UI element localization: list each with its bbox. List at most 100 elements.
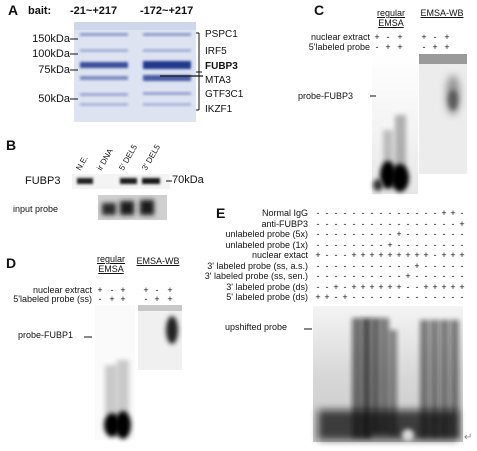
e-row-label: Normal IgG	[261, 208, 308, 218]
d-group-emsa-wb: EMSA-WB	[136, 256, 180, 266]
e-lane-symbol: -	[370, 260, 374, 271]
e-lane-symbol: -	[415, 208, 419, 218]
e-lane-symbol: -	[442, 260, 446, 271]
bait-label: bait:	[28, 5, 52, 17]
e-lane-symbol: -	[343, 281, 347, 292]
protein-ikzf1: IKZF1	[205, 104, 233, 115]
return-mark: ↵	[464, 432, 473, 443]
e-lane-symbol: -	[406, 218, 410, 229]
marker-100: 100kDa	[32, 48, 70, 60]
e-lane-symbol: -	[460, 271, 464, 281]
e-lane-symbol: -	[325, 271, 329, 281]
e-lane-symbol: -	[415, 271, 419, 281]
d-lane-symbol: -	[144, 294, 148, 304]
e-row-label: 3' labeled probe (ss, a.s.)	[207, 260, 308, 271]
e-lane-symbol: +	[414, 250, 420, 260]
d-lane-symbol: -	[155, 285, 159, 295]
e-lane-symbol: -	[334, 260, 338, 271]
e-lane-symbol: -	[352, 229, 356, 239]
e-lane-symbol: -	[379, 208, 383, 218]
e-lane-symbol: -	[352, 208, 356, 218]
e-lane-symbol: -	[361, 260, 365, 271]
e-lane-symbol: -	[397, 208, 401, 218]
panel-a-letter: A	[8, 2, 19, 18]
e-lane-symbol: -	[442, 292, 446, 302]
e-lane-symbol: -	[460, 208, 464, 218]
e-lane-symbol: -	[424, 271, 428, 281]
e-lane-symbol: +	[369, 281, 375, 292]
e-lane-symbol: +	[432, 281, 438, 292]
protein-pspc1: PSPC1	[205, 29, 238, 40]
c-lane-symbol: +	[374, 32, 380, 42]
e-lane-symbol: -	[352, 239, 356, 250]
c-lane-symbol: -	[386, 32, 390, 42]
marker-150: 150kDa	[32, 33, 70, 45]
d-lane-symbol: +	[120, 294, 126, 304]
e-lane-symbol: -	[442, 239, 446, 250]
panel-c-gels	[370, 54, 467, 194]
e-lane-symbol: -	[370, 208, 374, 218]
d-lane-symbol: +	[143, 285, 149, 295]
e-lane-symbol: -	[424, 260, 428, 271]
c-lane-symbol: +	[397, 42, 403, 52]
e-lane-symbol: -	[370, 239, 374, 250]
e-lane-symbol: +	[450, 281, 456, 292]
e-lane-symbol: -	[334, 292, 338, 302]
e-lane-symbol: -	[316, 229, 320, 239]
e-lane-symbol: +	[378, 250, 384, 260]
e-lane-symbol: -	[352, 292, 356, 302]
e-row-label: 5' labeled probe (ds)	[226, 292, 308, 302]
panel-e-gel	[304, 306, 463, 442]
e-lane-symbol: +	[387, 281, 393, 292]
e-lane-symbol: -	[325, 239, 329, 250]
c-band-label: probe-FUBP3	[298, 91, 354, 101]
e-lane-symbol: -	[433, 250, 437, 260]
e-lane-symbol: -	[379, 271, 383, 281]
e-row-label: unlabeled probe (1x)	[225, 239, 308, 250]
e-lane-symbol: +	[351, 281, 357, 292]
e-row-label: nuclear extact	[251, 250, 308, 260]
e-lane-symbol: -	[361, 292, 365, 302]
e-lane-symbol: -	[316, 218, 320, 229]
e-lane-symbol: +	[378, 281, 384, 292]
d-lane-symbol: +	[167, 285, 173, 295]
e-lane-symbol: -	[442, 218, 446, 229]
e-lane-symbol: -	[343, 271, 347, 281]
e-lane-symbol: -	[361, 218, 365, 229]
e-lane-symbol: -	[352, 218, 356, 229]
e-lane-symbol: -	[343, 208, 347, 218]
e-lane-symbol: -	[451, 260, 455, 271]
panel-e-letter: E	[216, 205, 226, 221]
e-lane-symbol: +	[414, 260, 420, 271]
e-lane-symbol: -	[370, 271, 374, 281]
e-lane-symbol: -	[379, 218, 383, 229]
e-lane-symbol: -	[451, 229, 455, 239]
d-lane-symbol: +	[97, 285, 103, 295]
e-lane-symbol: -	[388, 208, 392, 218]
c-row-labeled-probe: 5'labeled probe	[308, 42, 370, 52]
e-lane-symbol: +	[351, 250, 357, 260]
e-lane-symbol: -	[325, 250, 329, 260]
e-lane-symbol: +	[423, 281, 429, 292]
e-lane-symbol: +	[387, 250, 393, 260]
e-lane-symbol: -	[316, 281, 320, 292]
c-row-nuclear-extract: nuclear extract	[310, 32, 370, 42]
e-lane-symbol: -	[397, 271, 401, 281]
e-lane-symbol: -	[442, 229, 446, 239]
e-lane-symbol: -	[361, 208, 365, 218]
e-lane-symbol: +	[441, 250, 447, 260]
e-lane-symbol: -	[334, 229, 338, 239]
e-lane-symbol: -	[397, 292, 401, 302]
d-lane-symbol: -	[110, 285, 114, 295]
e-lane-symbol: -	[325, 260, 329, 271]
e-lane-symbol: -	[451, 271, 455, 281]
e-lane-symbol: -	[388, 229, 392, 239]
e-lane-symbol: -	[388, 218, 392, 229]
e-lane-symbol: -	[334, 239, 338, 250]
e-lane-symbol: -	[325, 229, 329, 239]
e-lane-symbol: -	[442, 271, 446, 281]
protein-irf5: IRF5	[205, 46, 227, 57]
e-lane-symbol: -	[316, 271, 320, 281]
e-lane-symbol: -	[325, 281, 329, 292]
e-lane-symbol: -	[343, 229, 347, 239]
